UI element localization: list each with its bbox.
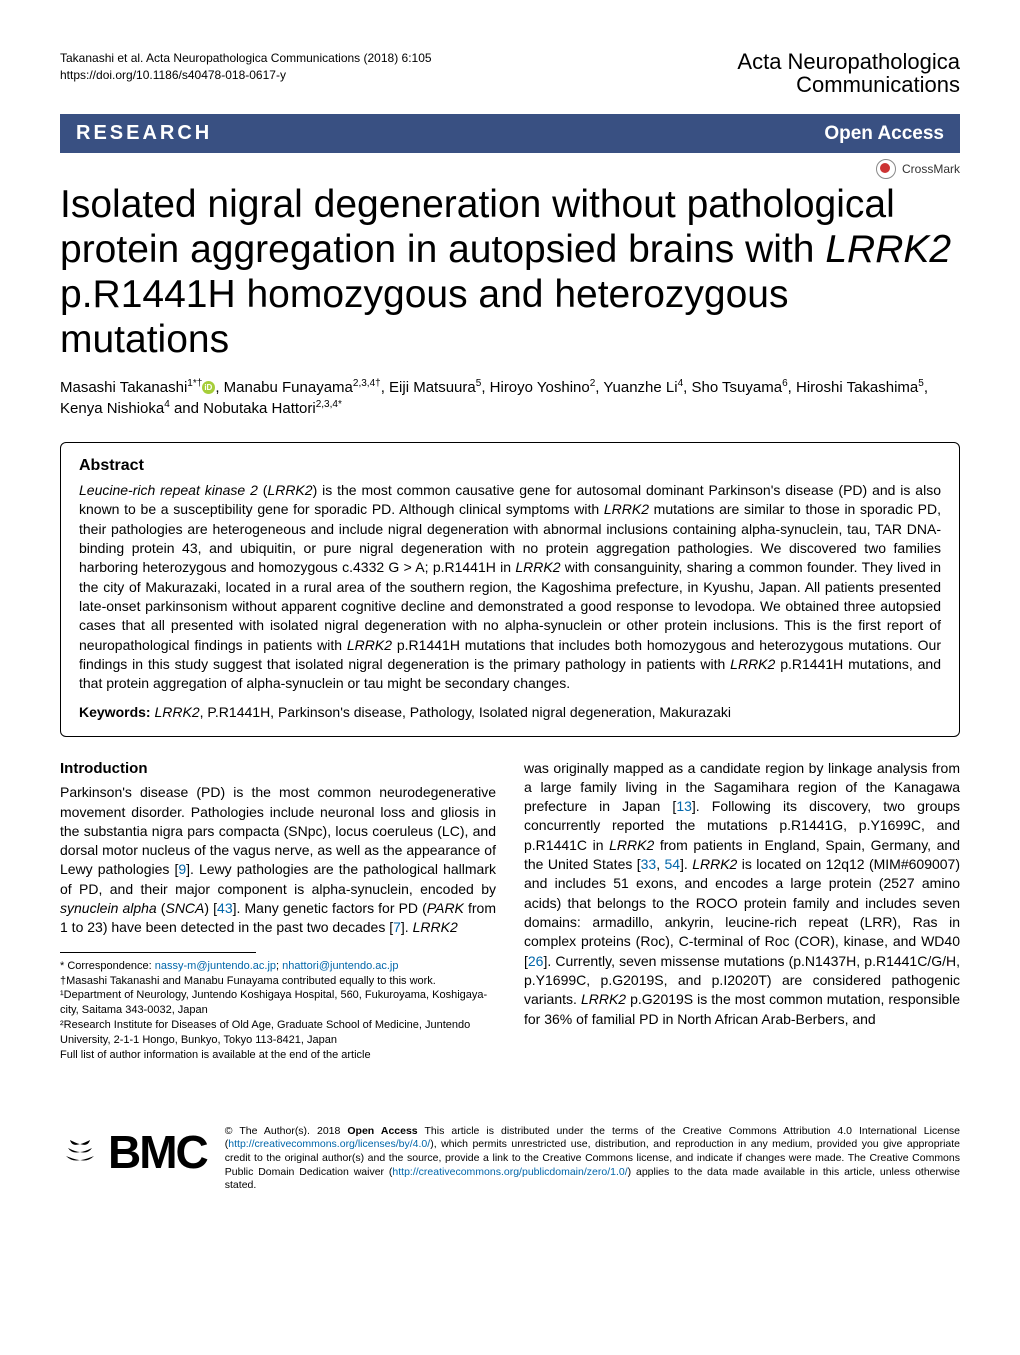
- keywords-line: Keywords: LRRK2, P.R1441H, Parkinson's d…: [79, 704, 941, 720]
- correspondence-email-1[interactable]: nassy-m@juntendo.ac.jp: [155, 960, 276, 972]
- license-footer: BMC © The Author(s). 2018 Open Access Th…: [0, 1125, 1020, 1233]
- correspondence-label: * Correspondence:: [60, 960, 155, 972]
- keywords-label: Keywords:: [79, 704, 151, 720]
- intro-column-right: was originally mapped as a candidate reg…: [524, 759, 960, 1063]
- authors-list: Masashi Takanashi1*†, Manabu Funayama2,3…: [60, 377, 960, 421]
- banner: RESEARCH Open Access: [60, 114, 960, 153]
- bmc-spring-icon: [60, 1132, 100, 1172]
- citation-line-1: Takanashi et al. Acta Neuropathologica C…: [60, 50, 432, 67]
- license-text: © The Author(s). 2018 Open Access This a…: [225, 1125, 960, 1193]
- bmc-logo: BMC: [60, 1125, 207, 1179]
- orcid-icon: [202, 381, 215, 394]
- intro-column-left: Introduction Parkinson's disease (PD) is…: [60, 759, 496, 1063]
- open-access-label: Open Access: [824, 123, 944, 145]
- keywords-text: LRRK2, P.R1441H, Parkinson's disease, Pa…: [151, 704, 731, 720]
- citation-doi[interactable]: https://doi.org/10.1186/s40478-018-0617-…: [60, 67, 432, 84]
- equal-contribution-note: †Masashi Takanashi and Manabu Funayama c…: [60, 974, 496, 989]
- intro-paragraph-2: was originally mapped as a candidate reg…: [524, 759, 960, 1029]
- footnote-divider: [60, 952, 256, 953]
- citation-block: Takanashi et al. Acta Neuropathologica C…: [60, 50, 432, 84]
- correspondence-email-2[interactable]: nhattori@juntendo.ac.jp: [282, 960, 398, 972]
- footnotes-block: * Correspondence: nassy-m@juntendo.ac.jp…: [60, 959, 496, 1063]
- affiliation-1: ¹Department of Neurology, Juntendo Koshi…: [60, 988, 496, 1018]
- journal-name-1: Acta Neuropathologica: [737, 50, 960, 73]
- article-title: Isolated nigral degeneration without pat…: [60, 183, 960, 362]
- abstract-heading: Abstract: [79, 457, 941, 475]
- article-type-label: RESEARCH: [76, 122, 212, 145]
- abstract-body: Leucine-rich repeat kinase 2 (LRRK2) is …: [79, 481, 941, 693]
- crossmark-icon: [876, 159, 896, 179]
- crossmark-row[interactable]: CrossMark: [60, 159, 960, 179]
- abstract-box: Abstract Leucine-rich repeat kinase 2 (L…: [60, 442, 960, 736]
- full-author-list-note: Full list of author information is avail…: [60, 1048, 496, 1063]
- journal-name-2: Communications: [737, 73, 960, 96]
- crossmark-label: CrossMark: [902, 162, 960, 176]
- journal-logo: Acta Neuropathologica Communications: [737, 50, 960, 96]
- introduction-heading: Introduction: [60, 759, 496, 780]
- intro-paragraph-1: Parkinson's disease (PD) is the most com…: [60, 783, 496, 938]
- affiliation-2: ²Research Institute for Diseases of Old …: [60, 1018, 496, 1048]
